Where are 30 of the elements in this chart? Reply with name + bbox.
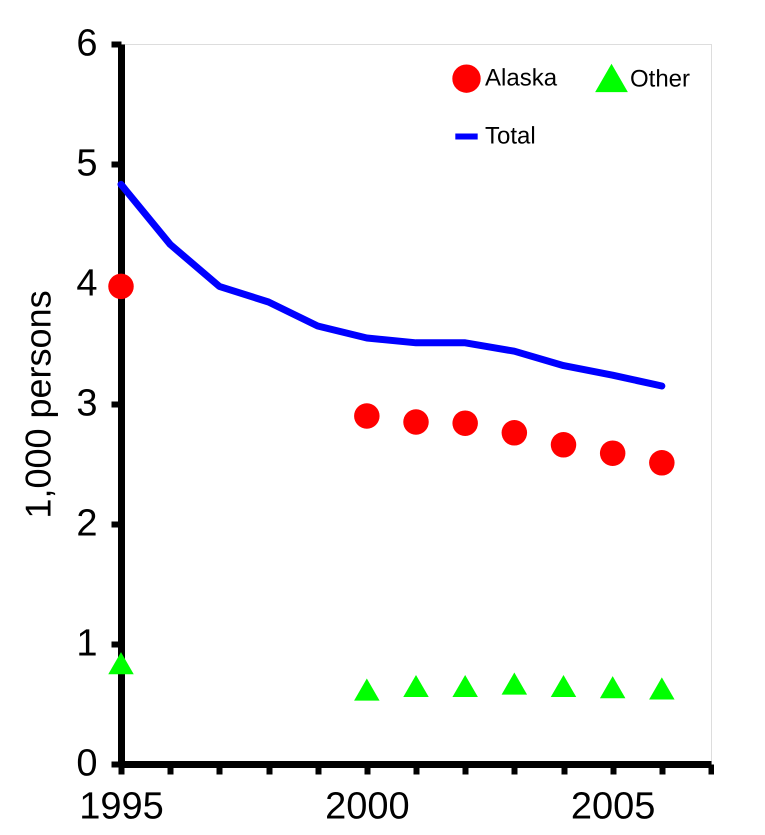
point	[452, 674, 478, 698]
y-axis-title: 1,000 persons	[17, 290, 58, 519]
point	[354, 403, 380, 429]
point	[649, 450, 675, 476]
y-tick-label: 4	[76, 262, 98, 304]
y-tick-label: 1	[76, 622, 98, 664]
point	[108, 652, 134, 674]
point	[550, 674, 576, 698]
legend-label: Other	[630, 65, 690, 92]
x-tick-label: 2005	[570, 786, 656, 828]
point	[600, 676, 626, 698]
y-tick-label: 6	[76, 22, 98, 64]
point	[600, 440, 626, 466]
point	[354, 678, 380, 701]
point	[649, 677, 675, 700]
point	[403, 674, 429, 698]
legend-label: Alaska	[485, 64, 558, 92]
legend-label: Total	[485, 122, 536, 150]
point	[108, 274, 134, 300]
y-tick-label: 3	[76, 382, 98, 424]
point	[550, 432, 576, 458]
point	[502, 420, 528, 446]
x-tick-label: 2000	[325, 786, 410, 828]
y-tick-label: 5	[76, 142, 98, 184]
y-tick-label: 0	[76, 742, 98, 784]
x-tick-label: 1995	[79, 786, 164, 828]
point	[452, 410, 478, 436]
y-tick-label: 2	[76, 502, 98, 544]
point	[502, 672, 528, 695]
point	[403, 409, 429, 435]
